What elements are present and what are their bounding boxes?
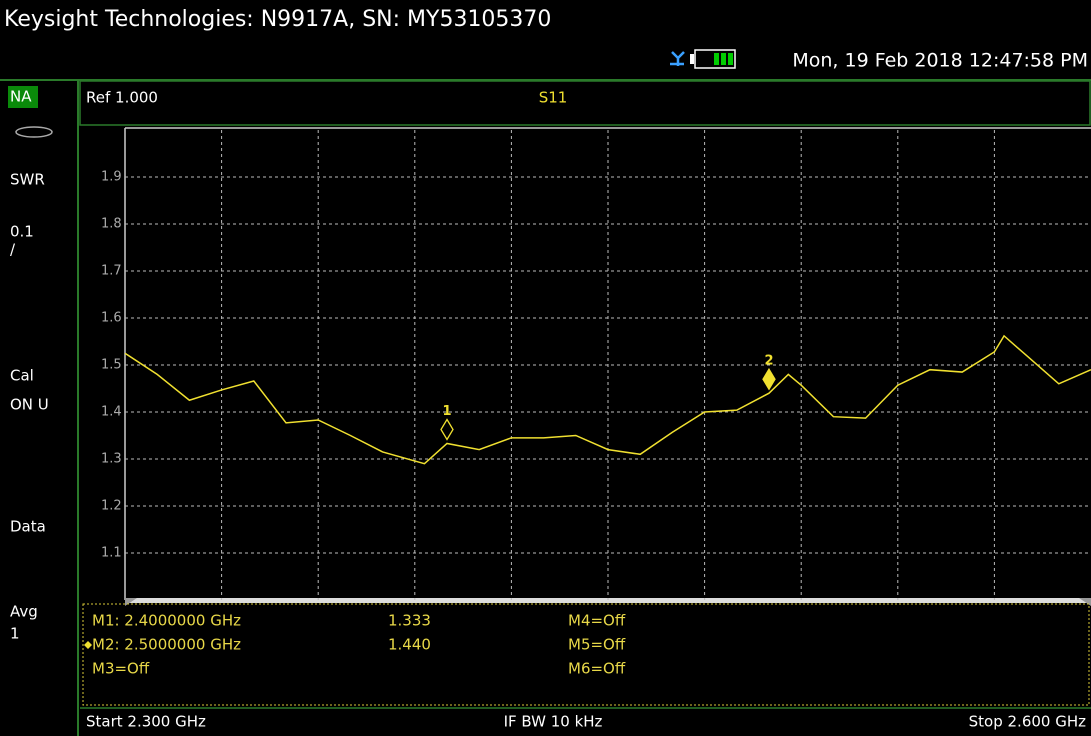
- sidebar-label: Data: [10, 518, 46, 536]
- marker-entry: M3=Off: [92, 660, 150, 678]
- marker-label: 2: [764, 354, 773, 369]
- sidebar-label: Avg: [10, 603, 38, 621]
- sidebar-label: Cal: [10, 367, 34, 385]
- trace: [124, 334, 1091, 465]
- y-tick-label: 1.5: [101, 358, 122, 373]
- title-bar: Keysight Technologies: N9917A, SN: MY531…: [4, 7, 551, 32]
- format-icon: [15, 126, 53, 138]
- trace-title: S11: [539, 89, 568, 107]
- marker-entry: M5=Off: [568, 636, 626, 654]
- marker-readout: 1.440: [388, 636, 431, 654]
- active-marker-indicator: [84, 641, 92, 649]
- if-bandwidth: IF BW 10 kHz: [504, 713, 603, 731]
- sidebar-label: ON U: [10, 396, 49, 414]
- y-tick-label: 1.1: [101, 546, 122, 561]
- y-tick-label: 1.6: [101, 311, 122, 326]
- sidebar-label: SWR: [10, 171, 45, 189]
- mode-highlight: [8, 86, 38, 108]
- start-freq: Start 2.300 GHz: [86, 713, 206, 731]
- marker-entry: M4=Off: [568, 612, 626, 630]
- y-tick-label: 1.4: [101, 405, 122, 420]
- y-tick-label: 1.9: [101, 170, 122, 185]
- status-icons: [670, 49, 736, 69]
- header-panel: [79, 80, 1091, 126]
- marker-entry: M2: 2.5000000 GHz: [92, 636, 241, 654]
- y-tick-label: 1.7: [101, 264, 122, 279]
- marker-table-box: [82, 603, 1090, 706]
- y-tick-label: 1.2: [101, 499, 122, 514]
- sidebar-label: 1: [10, 625, 20, 643]
- marker: [440, 418, 454, 441]
- marker-readout: 1.333: [388, 612, 431, 630]
- plot-baseline: [125, 598, 1091, 603]
- sidebar-label: /: [10, 241, 16, 259]
- marker-label: 1: [442, 404, 451, 419]
- ref-label: Ref 1.000: [86, 89, 158, 107]
- sidebar-label: NA: [10, 88, 32, 106]
- sidebar-label: 0.1: [10, 223, 34, 241]
- marker-entry: M1: 2.4000000 GHz: [92, 612, 241, 630]
- y-tick-label: 1.8: [101, 217, 122, 232]
- y-tick-label: 1.3: [101, 452, 122, 467]
- marker-entry: M6=Off: [568, 660, 626, 678]
- stop-freq: Stop 2.600 GHz: [969, 713, 1086, 731]
- marker: [762, 367, 776, 391]
- sidebar: [8, 80, 79, 736]
- datetime: Mon, 19 Feb 2018 12:47:58 PM: [792, 50, 1088, 72]
- plot: 12: [124, 127, 1091, 606]
